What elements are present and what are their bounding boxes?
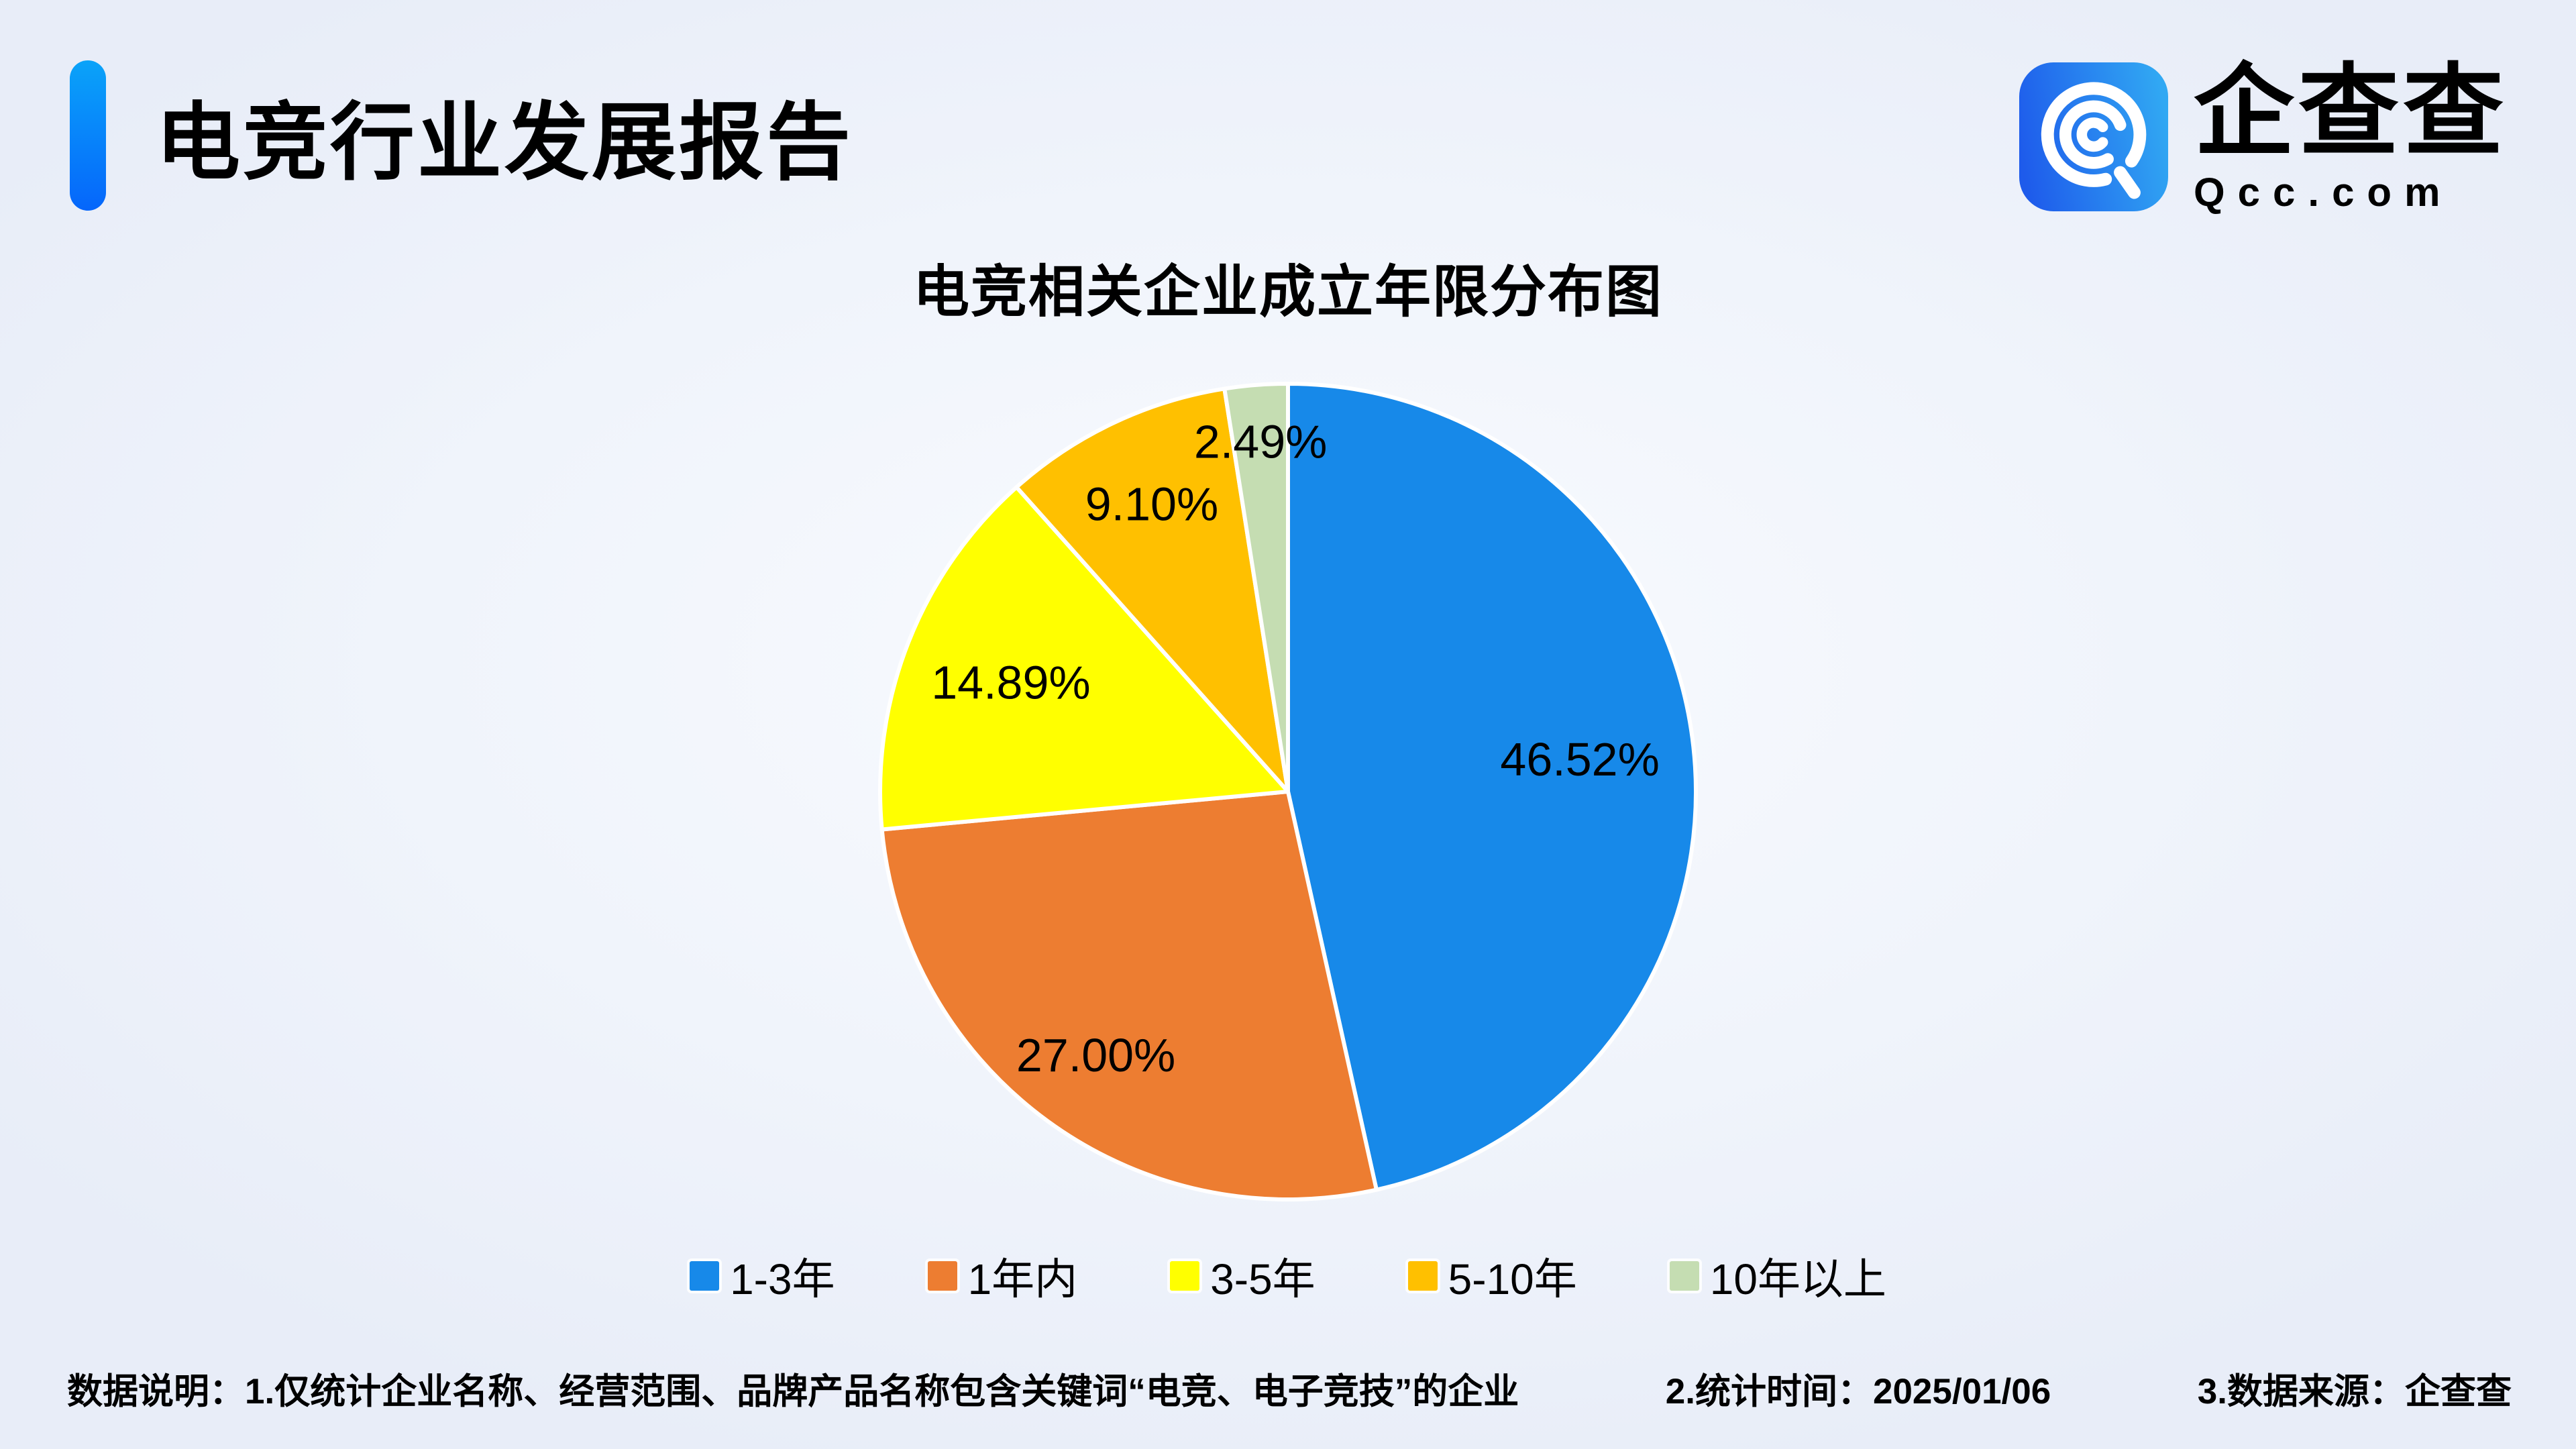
- qcc-logo: 企查查 Qcc.com: [2019, 55, 2508, 215]
- legend-marker-3: [1407, 1261, 1438, 1291]
- legend-label-3: 5-10年: [1448, 1255, 1577, 1303]
- legend-marker-0: [690, 1261, 720, 1291]
- pie-slice-label-4: 2.49%: [1194, 416, 1327, 468]
- qcc-logo-domain: Qcc.com: [2193, 169, 2453, 215]
- legend-label-4: 10年以上: [1709, 1255, 1886, 1303]
- pie-slice-label-2: 14.89%: [931, 657, 1090, 709]
- pie-slice-1: [879, 790, 1379, 1201]
- qcc-logo-name: 企查查: [2193, 55, 2508, 168]
- footer-note-source: 3.数据来源：企查查: [2197, 1372, 2512, 1411]
- qcc-logo-icon: [2019, 62, 2168, 212]
- legend-marker-2: [1170, 1261, 1200, 1291]
- legend-item-4: 10年以上: [1669, 1245, 1886, 1307]
- pie-slice-label-1: 27.00%: [1016, 1029, 1175, 1081]
- page-title: 电竞行业发展报告: [156, 95, 853, 190]
- footer-notes: 数据说明：1.仅统计企业名称、经营范围、品牌产品名称包含关键词“电竞、电子竞技”…: [67, 1363, 2512, 1414]
- legend-label-1: 1年内: [967, 1255, 1078, 1303]
- title-accent-bar: [70, 60, 106, 211]
- legend-item-2: 3-5年: [1170, 1245, 1316, 1307]
- pie-slice-4: [1222, 382, 1290, 794]
- qcc-logo-text: 企查查 Qcc.com: [2193, 55, 2508, 215]
- legend-label-0: 1-3年: [730, 1255, 835, 1303]
- pie-slice-label-3: 9.10%: [1085, 478, 1218, 530]
- legend-marker-4: [1669, 1261, 1699, 1291]
- footer-note-scope: 数据说明：1.仅统计企业名称、经营范围、品牌产品名称包含关键词“电竞、电子竞技”…: [67, 1372, 1519, 1411]
- pie-slice-3: [1014, 386, 1290, 794]
- footer-note-date: 2.统计时间：2025/01/06: [1665, 1372, 2051, 1411]
- pie-slice-2: [878, 485, 1290, 832]
- legend-item-3: 5-10年: [1407, 1245, 1577, 1307]
- chart-title: 电竞相关企业成立年限分布图: [912, 260, 1663, 323]
- pie-slice-label-0: 46.52%: [1500, 733, 1659, 786]
- legend-item-0: 1-3年: [690, 1245, 835, 1307]
- legend-item-1: 1年内: [927, 1245, 1078, 1307]
- legend: 1-3年 1年内 3-5年 5-10年 10年以上: [0, 1245, 2576, 1307]
- pie-chart: 46.52% 27.00% 14.89% 9.10% 2.49%: [878, 382, 1698, 1201]
- legend-marker-1: [927, 1261, 957, 1291]
- pie-slice-0: [1286, 382, 1698, 1192]
- legend-label-2: 3-5年: [1210, 1255, 1316, 1303]
- header: 电竞行业发展报告: [70, 60, 853, 211]
